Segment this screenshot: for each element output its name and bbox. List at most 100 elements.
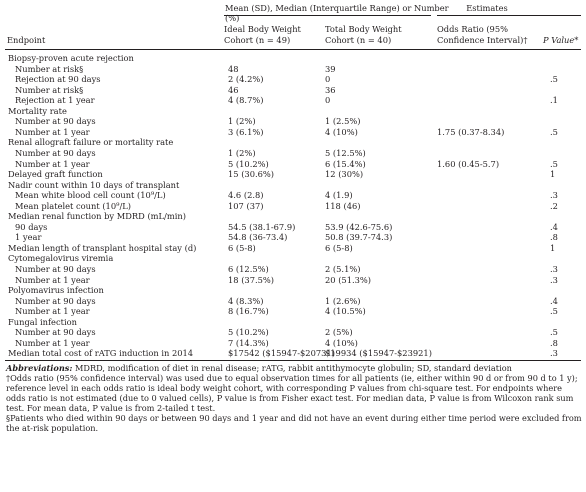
table-row: Median renal function by MDRD (mL/min) [0, 211, 586, 222]
p-value-cell: .4 [550, 221, 558, 232]
ibw-cell: 54.5 (38.1-67.9) [228, 221, 296, 232]
ibw-cell: 8 (16.7%) [228, 306, 269, 317]
header-col1-line2: Cohort (n = 49) [224, 35, 291, 45]
endpoint-cell: Number at 1 year [15, 274, 90, 285]
ibw-cell: 4 (8.3%) [228, 295, 264, 306]
endpoint-cell: 1 year [15, 232, 42, 243]
tbw-cell: 4 (1.9) [325, 190, 353, 201]
endpoint-cell: Number at 90 days [15, 116, 96, 127]
endpoint-cell: Number at 1 year [15, 306, 90, 317]
footnote-abbreviations: Abbreviations: MDRD, modification of die… [6, 363, 582, 373]
ibw-cell: 2 (4.2%) [228, 74, 264, 85]
endpoint-cell: Biopsy-proven acute rejection [8, 53, 134, 63]
header-col4: P Value* [543, 35, 579, 45]
tbw-cell: 20 (51.3%) [325, 274, 372, 285]
header-group-left-rule [224, 15, 431, 16]
p-value-cell: .5 [550, 126, 558, 137]
ibw-cell: 1 (2%) [228, 116, 256, 127]
p-value-cell: .3 [550, 348, 558, 359]
endpoint-cell: Cytomegalovirus viremia [8, 253, 114, 264]
ibw-cell: 1 (2%) [228, 147, 256, 158]
p-value-cell: .2 [550, 200, 558, 211]
endpoint-cell: Number at 1 year [15, 126, 90, 137]
endpoint-cell: Number at 1 year [15, 158, 90, 169]
footnote-dagger: †Odds ratio (95% confidence interval) wa… [6, 373, 578, 413]
p-value-cell: .3 [550, 264, 558, 274]
table-row: Mean white blood cell count (10⁹/L) 4.6 (… [0, 190, 586, 201]
tbw-cell: 1 (2.6%) [325, 295, 361, 306]
table-row: Median total cost of rATG induction in 2… [0, 348, 586, 359]
tbw-cell: 2 (5%) [325, 327, 353, 338]
table-row: Number at 1 year 3 (6.1%) 4 (10%) 1.75 (0.3… [0, 127, 586, 138]
table-row: 90 days 54.5 (38.1-67.9) 53.9 (42.6-75.6).… [0, 222, 586, 233]
endpoint-cell: Mean white blood cell count (10⁹/L) [15, 190, 166, 201]
header-col2-line1: Total Body Weight [325, 24, 402, 34]
endpoint-cell: Delayed graft function [8, 169, 103, 180]
endpoint-cell: Nadir count within 10 days of transplant [8, 179, 180, 190]
table-row: Number at 90 days 1 (2%) 5 (12.5%) [0, 148, 586, 159]
header-col3-line2: Confidence Interval)† [437, 35, 528, 45]
table-row: Number at 1 year 7 (14.3%) 4 (10%) .8 [0, 338, 586, 349]
endpoint-cell: Polyomavirus infection [8, 285, 104, 296]
table-row: Median length of transplant hospital sta… [0, 243, 586, 254]
table-row: Fungal infection [0, 317, 586, 328]
table-row: Number at 90 days 4 (8.3%) 1 (2.6%) .4 [0, 296, 586, 307]
table-row: Polyomavirus infection [0, 285, 586, 296]
table-row: Biopsy-proven acute rejection [0, 53, 586, 64]
ibw-cell: 54.8 (36-73.4) [228, 232, 288, 243]
tbw-cell: $19934 ($15947-$23921) [325, 348, 432, 359]
abbreviations-text: MDRD, modification of diet in renal dise… [72, 363, 512, 373]
p-value-cell: .3 [550, 190, 558, 201]
p-value-cell: .3 [550, 274, 558, 285]
table-row: Number at 90 days 1 (2%) 1 (2.5%) [0, 116, 586, 127]
tbw-cell: 6 (5-8) [325, 242, 353, 253]
table-row: Number at 1 year 8 (16.7%) 4 (10.5%) .5 [0, 306, 586, 317]
ibw-cell: 48 [228, 63, 239, 74]
tbw-cell: 36 [325, 84, 336, 95]
ibw-cell: 4.6 (2.8) [228, 190, 264, 201]
p-value-cell: .8 [550, 232, 558, 243]
tbw-cell: 0 [325, 74, 331, 85]
ibw-cell: 5 (10.2%) [228, 158, 269, 169]
ibw-cell: $17542 ($15947-$20731) [228, 348, 335, 359]
table-row: Mean platelet count (10⁹/L) 107 (37) 118 (… [0, 201, 586, 212]
table-row: Number at 90 days 5 (10.2%) 2 (5%) .5 [0, 327, 586, 338]
odds-ratio-cell: 1.75 (0.37-8.34) [437, 126, 505, 137]
endpoint-cell: Number at risk§ [15, 63, 84, 74]
endpoint-cell: 90 days [15, 221, 48, 232]
table-row: Delayed graft function 15 (30.6%) 12 (30%)… [0, 169, 586, 180]
endpoint-cell: Number at risk§ [15, 84, 84, 95]
tbw-cell: 53.9 (42.6-75.6) [325, 221, 393, 232]
endpoint-cell: Mean platelet count (10⁹/L) [15, 200, 131, 211]
tbw-cell: 12 (30%) [325, 169, 364, 180]
table-row: Renal allograft failure or mortality rat… [0, 137, 586, 148]
endpoint-cell: Number at 90 days [15, 295, 96, 306]
tbw-cell: 4 (10.5%) [325, 306, 366, 317]
table-row: Number at risk§ 48 39 [0, 64, 586, 75]
ibw-cell: 3 (6.1%) [228, 126, 264, 137]
tbw-cell: 2 (5.1%) [325, 264, 361, 274]
endpoint-cell: Median length of transplant hospital sta… [8, 242, 197, 253]
footnote-section: §Patients who died within 90 days or bet… [6, 413, 582, 433]
header-endpoint: Endpoint [7, 35, 46, 45]
tbw-cell: 39 [325, 63, 336, 74]
table-row: 1 year 54.8 (36-73.4) 50.8 (39.7-74.3) .8 [0, 232, 586, 243]
ibw-cell: 15 (30.6%) [228, 169, 275, 180]
tbw-cell: 6 (15.4%) [325, 158, 366, 169]
table-row: Rejection at 1 year 4 (8.7%) 0 .1 [0, 95, 586, 106]
ibw-cell: 6 (5-8) [228, 242, 256, 253]
endpoint-cell: Fungal infection [8, 316, 77, 327]
tbw-cell: 5 (12.5%) [325, 147, 366, 158]
table-row: Mortality rate [0, 106, 586, 117]
odds-ratio-cell: 1.60 (0.45-5.7) [437, 158, 500, 169]
tbw-cell: 4 (10%) [325, 337, 358, 348]
footnotes: Abbreviations: MDRD, modification of die… [6, 363, 582, 433]
tbw-cell: 50.8 (39.7-74.3) [325, 232, 393, 243]
endpoint-cell: Number at 90 days [15, 147, 96, 158]
tbw-cell: 4 (10%) [325, 126, 358, 137]
table-bottom-rule [5, 360, 581, 361]
endpoint-cell: Rejection at 90 days [15, 74, 101, 85]
table-row: Number at 90 days 6 (12.5%) 2 (5.1%) .3 [0, 264, 586, 275]
endpoint-cell: Number at 90 days [15, 327, 96, 338]
endpoint-cell: Median renal function by MDRD (mL/min) [8, 211, 186, 222]
